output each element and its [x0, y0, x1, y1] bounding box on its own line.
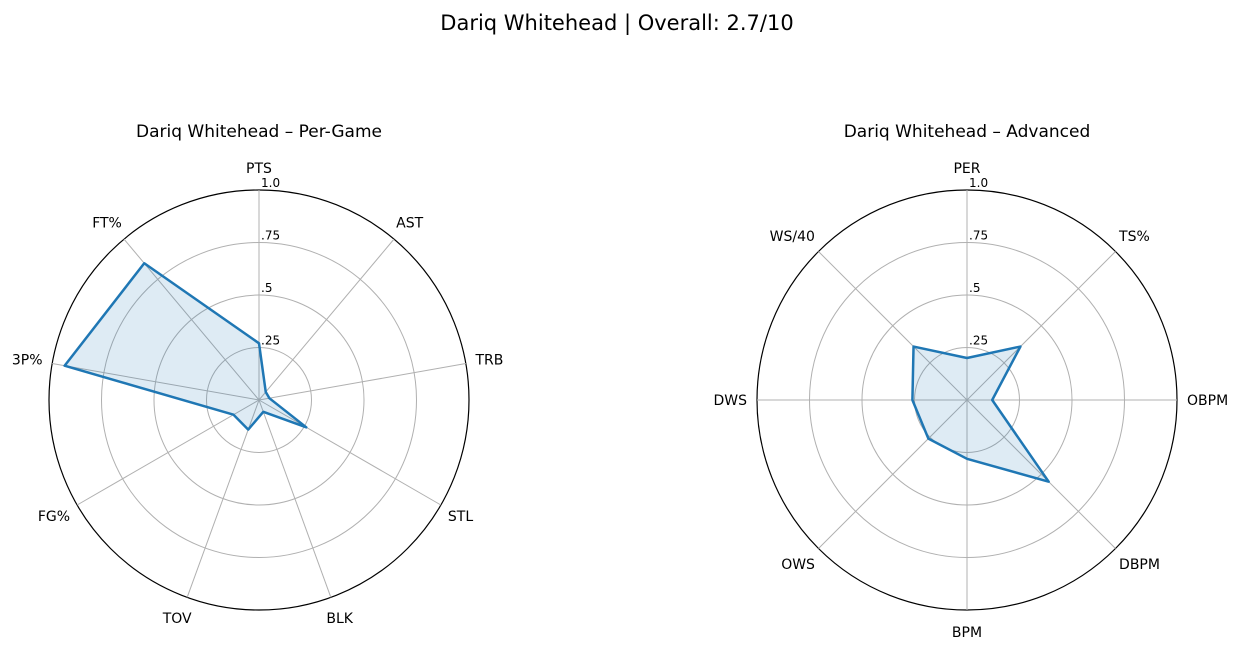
category-label-per: PER: [953, 161, 980, 177]
spoke-line: [258, 399, 332, 598]
category-label-trb: TRB: [474, 353, 503, 369]
r-tick-label: .25: [261, 334, 280, 348]
spoke-line: [818, 251, 968, 401]
r-tick-label: .5: [261, 281, 272, 295]
category-label-ts-pct: TS%: [1118, 229, 1150, 245]
category-label-fg-pct: FG%: [38, 509, 70, 525]
category-label-dbpm: DBPM: [1119, 557, 1160, 573]
r-tick-label: .75: [261, 229, 280, 243]
category-label-blk: BLK: [326, 611, 353, 627]
category-label-obpm: OBPM: [1187, 393, 1228, 409]
figure-title: Dariq Whitehead | Overall: 2.7/10: [440, 11, 793, 36]
spoke-line: [258, 399, 442, 506]
spoke-line: [52, 363, 260, 401]
data-line: [911, 345, 1050, 483]
r-tick-label: .75: [969, 229, 988, 243]
spoke-line: [186, 399, 260, 598]
spoke-line: [966, 399, 1116, 549]
category-label-ast: AST: [396, 215, 423, 231]
spoke-line: [258, 238, 395, 401]
r-tick-label: .5: [969, 281, 980, 295]
category-label-ows: OWS: [781, 557, 815, 573]
category-label-dws: DWS: [713, 393, 747, 409]
chart-title: Dariq Whitehead – Advanced: [844, 122, 1091, 142]
r-tick-label: 1.0: [261, 176, 280, 190]
data-area: [64, 263, 307, 430]
category-label-3p-pct: 3P%: [12, 353, 43, 369]
spoke-line: [818, 399, 968, 549]
spoke-line: [966, 251, 1116, 401]
category-label-pts: PTS: [246, 161, 272, 177]
radar-chart-advanced: Dariq Whitehead – Advanced .25 .5 .75 1.0PE…: [713, 122, 1228, 641]
category-label-ft-pct: FT%: [92, 215, 122, 231]
category-label-bpm: BPM: [952, 625, 982, 641]
category-label-ws-40: WS/40: [770, 229, 815, 245]
chart-title: Dariq Whitehead – Per-Game: [136, 122, 382, 142]
category-label-tov: TOV: [162, 611, 192, 627]
spoke-line: [76, 399, 260, 506]
category-label-stl: STL: [448, 509, 473, 525]
radar-chart-per-game: Dariq Whitehead – Per-Game .25 .5 .75 1.0PT…: [12, 122, 503, 627]
r-tick-label: .25: [969, 334, 988, 348]
r-tick-label: 1.0: [969, 176, 988, 190]
data-line: [63, 262, 308, 431]
spoke-line: [258, 363, 466, 401]
